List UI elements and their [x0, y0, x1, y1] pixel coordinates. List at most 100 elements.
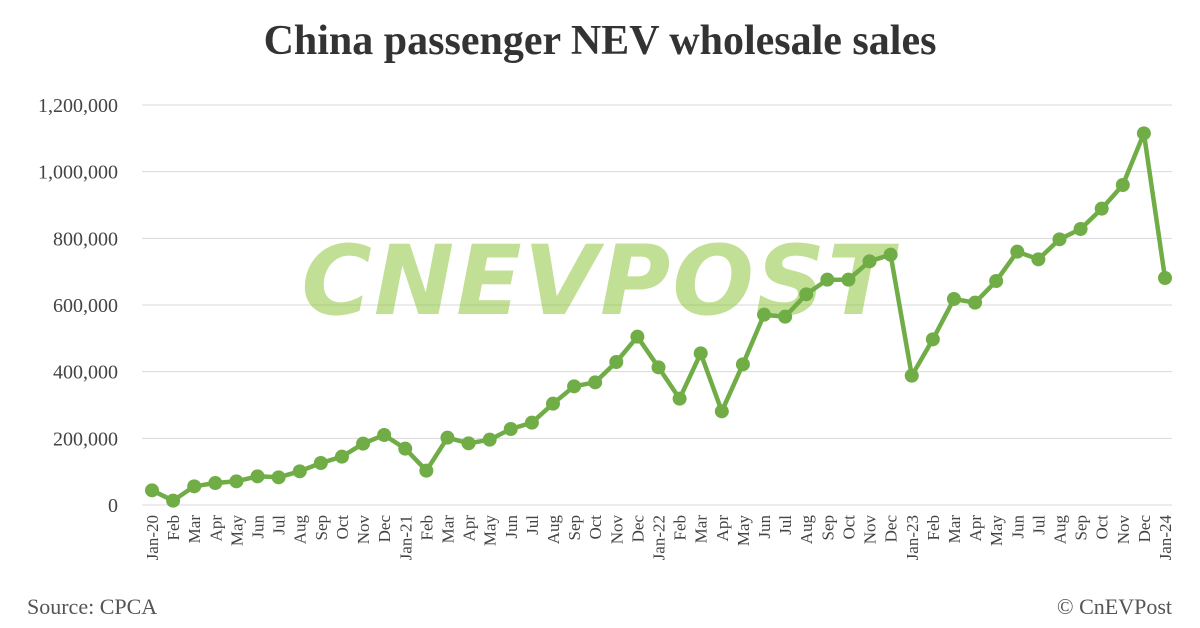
data-point [757, 307, 772, 322]
x-tick-label: Apr [460, 515, 479, 542]
data-point [292, 464, 307, 479]
x-tick-label: Feb [924, 515, 943, 541]
data-point [946, 292, 961, 306]
data-point [1136, 126, 1151, 141]
x-tick-label: Dec [628, 515, 647, 543]
data-point [1158, 271, 1172, 285]
copyright-note: © CnEVPost [1057, 594, 1172, 619]
y-axis: 0 200,000 400,000 600,000 800,000 1,000,000 1,… [38, 95, 118, 517]
data-point [735, 357, 750, 372]
x-tick-label: Jun [249, 515, 268, 539]
data-point [334, 449, 349, 464]
x-tick-label: Oct [1093, 515, 1112, 540]
x-tick-label: Oct [839, 515, 858, 540]
data-point [356, 436, 371, 451]
data-point [377, 428, 392, 442]
x-tick-label: Oct [586, 515, 605, 540]
data-point [229, 474, 244, 489]
data-point [208, 476, 223, 490]
data-points [145, 126, 1172, 508]
x-tick-label: Jun [755, 515, 774, 539]
x-tick-label: May [734, 515, 753, 547]
x-tick-label: Jan-23 [903, 515, 922, 560]
x-tick-label: Aug [1050, 515, 1069, 545]
data-point [1115, 178, 1130, 192]
x-tick-label: Mar [945, 515, 964, 544]
data-point [187, 479, 202, 494]
x-tick-label: Jul [270, 515, 289, 535]
x-tick-label: Sep [818, 515, 837, 541]
data-point [419, 463, 434, 478]
data-point [1031, 252, 1046, 267]
x-tick-label: Jun [1008, 515, 1027, 539]
x-tick-label: Nov [861, 515, 880, 545]
data-point [503, 422, 518, 436]
x-tick-label: Jul [776, 515, 795, 535]
data-point [968, 295, 983, 310]
y-tick-label: 0 [108, 495, 118, 517]
x-tick-label: Aug [291, 515, 310, 545]
x-tick-label: Jun [502, 515, 521, 539]
data-point [313, 456, 328, 470]
x-tick-label: Mar [692, 515, 711, 544]
x-tick-label: Nov [354, 515, 373, 545]
x-tick-label: Apr [206, 515, 225, 542]
data-point [820, 272, 835, 287]
data-point [588, 375, 603, 390]
y-tick-label: 800,000 [53, 228, 118, 250]
data-point [841, 272, 856, 287]
x-tick-label: Apr [966, 515, 985, 542]
data-point [145, 483, 159, 498]
x-tick-label: Aug [544, 515, 563, 545]
data-point [1052, 232, 1067, 247]
x-tick-label: Sep [312, 515, 331, 541]
x-tick-label: Dec [882, 515, 901, 543]
data-point [166, 493, 181, 508]
data-point [672, 391, 687, 406]
x-axis: Jan-20 Feb Mar Apr May Jun Jul Aug Sep Oct Nov Dec J… [143, 515, 1175, 561]
data-point [883, 247, 898, 262]
y-tick-label: 1,200,000 [38, 95, 118, 117]
x-tick-label: Sep [565, 515, 584, 541]
data-point [482, 432, 497, 447]
x-tick-label: Jan-22 [650, 515, 669, 560]
data-point [545, 396, 560, 411]
x-tick-label: Feb [164, 515, 183, 541]
y-tick-label: 200,000 [53, 428, 118, 450]
x-tick-label: Sep [1072, 515, 1091, 541]
x-tick-label: Apr [713, 515, 732, 542]
y-tick-label: 600,000 [53, 295, 118, 317]
data-point [1010, 244, 1025, 259]
data-point [609, 355, 624, 369]
x-tick-label: Nov [1114, 515, 1133, 545]
x-tick-label: Mar [185, 515, 204, 544]
data-point [524, 415, 539, 430]
x-tick-label: Mar [438, 515, 457, 544]
data-point [461, 436, 476, 451]
x-tick-label: Dec [375, 515, 394, 543]
data-point [862, 254, 877, 269]
data-point [925, 332, 940, 347]
x-tick-label: Jan-21 [396, 515, 415, 560]
y-tick-label: 400,000 [53, 362, 118, 384]
data-point [651, 360, 666, 375]
data-point [1094, 201, 1109, 216]
x-tick-label: Aug [797, 515, 816, 545]
data-point [714, 404, 729, 419]
watermark-logo: CNEVPOST [301, 225, 899, 337]
data-point [440, 430, 455, 445]
x-tick-label: Oct [333, 515, 352, 540]
x-tick-label: Feb [671, 515, 690, 541]
x-tick-label: May [987, 515, 1006, 547]
x-tick-label: Jan-20 [143, 515, 162, 560]
data-point [271, 470, 286, 485]
x-tick-label: May [227, 515, 246, 547]
chart-title: China passenger NEV wholesale sales [264, 18, 937, 64]
data-point [398, 441, 413, 456]
data-point [904, 368, 919, 383]
data-point [630, 329, 645, 344]
data-point [693, 346, 708, 361]
x-tick-label: Nov [607, 515, 626, 545]
x-tick-label: Jul [1029, 515, 1048, 535]
